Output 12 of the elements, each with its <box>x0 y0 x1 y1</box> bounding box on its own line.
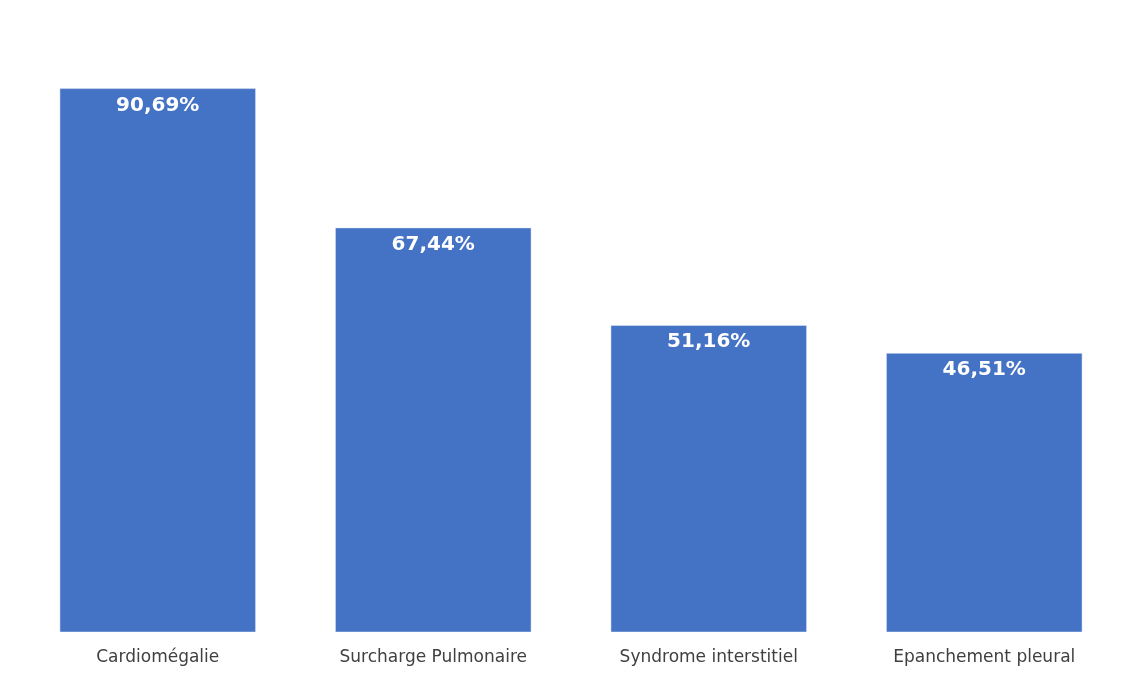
bar <box>335 227 532 632</box>
bar <box>59 88 256 632</box>
x-tick-label: Syndrome interstitiel <box>619 646 798 666</box>
data-label: 51,16% <box>667 328 751 353</box>
data-label: 90,69% <box>116 91 200 116</box>
x-tick-label: Surcharge Pulmonaire <box>339 646 527 666</box>
data-label: 46,51% <box>942 356 1026 381</box>
data-label: 67,44% <box>391 230 475 255</box>
bar <box>886 353 1083 632</box>
x-tick-label: Epanchement pleural <box>893 646 1076 666</box>
x-tick-label: Cardiomégalie <box>96 646 220 666</box>
bar <box>610 325 807 632</box>
